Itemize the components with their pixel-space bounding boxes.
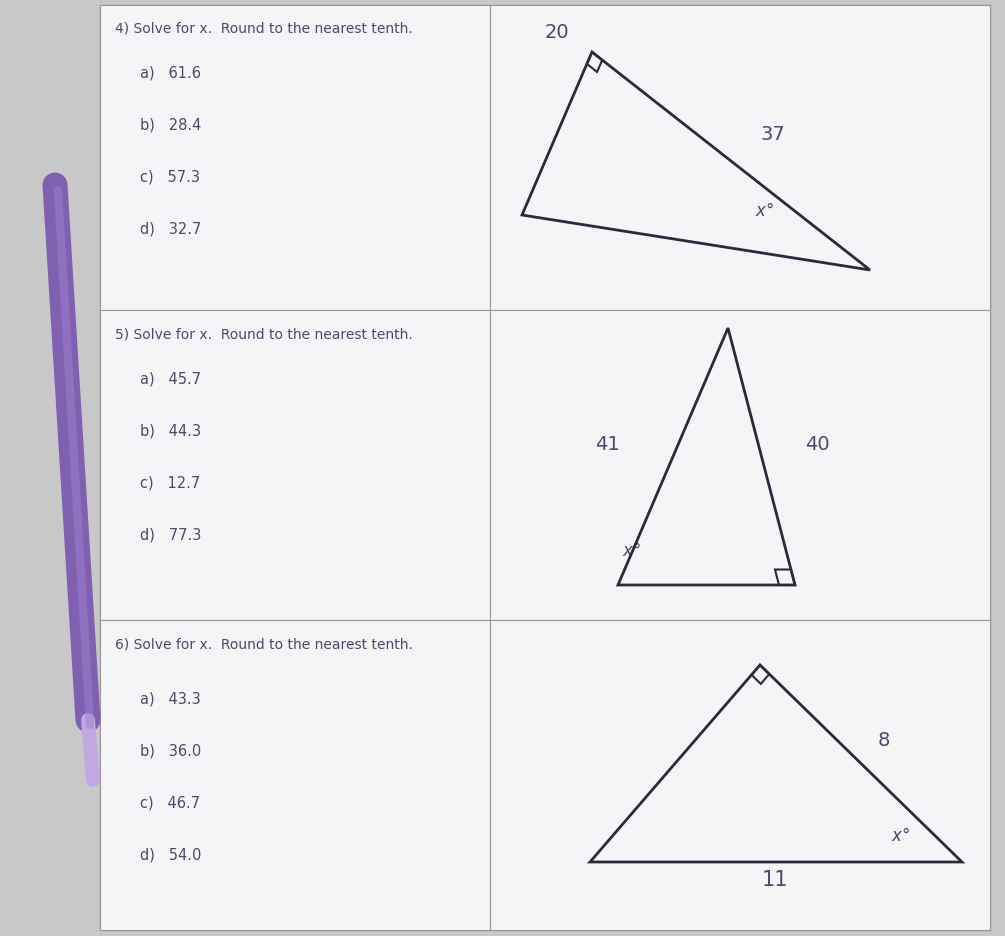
Text: b)   28.4: b) 28.4 bbox=[140, 117, 201, 132]
Bar bbox=[490, 310, 990, 620]
Text: 40: 40 bbox=[805, 435, 829, 455]
Bar bbox=[490, 620, 990, 930]
Text: d)   77.3: d) 77.3 bbox=[140, 528, 201, 543]
Bar bbox=[100, 5, 490, 310]
Text: d)   32.7: d) 32.7 bbox=[140, 221, 201, 236]
Bar bbox=[100, 620, 490, 930]
Bar bbox=[490, 5, 990, 310]
Text: a)   45.7: a) 45.7 bbox=[140, 372, 201, 387]
Text: 5) Solve for x.  Round to the nearest tenth.: 5) Solve for x. Round to the nearest ten… bbox=[115, 328, 413, 342]
Text: a)   61.6: a) 61.6 bbox=[140, 65, 201, 80]
Text: 8: 8 bbox=[878, 730, 890, 750]
Text: 6) Solve for x.  Round to the nearest tenth.: 6) Solve for x. Round to the nearest ten… bbox=[115, 638, 413, 652]
Text: 11: 11 bbox=[762, 870, 788, 890]
Text: $x°$: $x°$ bbox=[891, 827, 910, 845]
Text: b)   44.3: b) 44.3 bbox=[140, 424, 201, 439]
Text: 41: 41 bbox=[595, 435, 620, 455]
Bar bbox=[100, 310, 490, 620]
Text: d)   54.0: d) 54.0 bbox=[140, 848, 201, 863]
Bar bbox=[100, 5, 990, 930]
Text: $x°$: $x°$ bbox=[755, 202, 774, 220]
Text: c)   46.7: c) 46.7 bbox=[140, 796, 200, 811]
Text: c)   12.7: c) 12.7 bbox=[140, 476, 200, 491]
Text: b)   36.0: b) 36.0 bbox=[140, 744, 201, 759]
Text: $x°$: $x°$ bbox=[622, 542, 641, 560]
Text: 4) Solve for x.  Round to the nearest tenth.: 4) Solve for x. Round to the nearest ten… bbox=[115, 22, 413, 36]
Text: 20: 20 bbox=[545, 23, 570, 42]
Text: a)   43.3: a) 43.3 bbox=[140, 692, 201, 707]
Text: c)   57.3: c) 57.3 bbox=[140, 169, 200, 184]
Text: 37: 37 bbox=[760, 125, 785, 144]
